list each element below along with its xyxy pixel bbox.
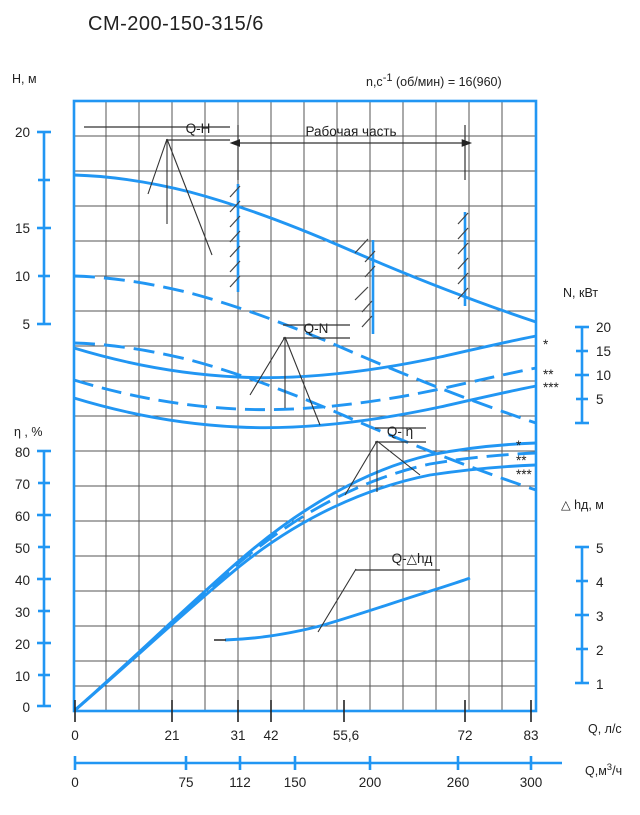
qh-label: Q-H (186, 121, 211, 136)
svg-text:72: 72 (457, 728, 472, 743)
svg-text:42: 42 (263, 728, 278, 743)
qnpsh-curve (224, 576, 471, 642)
svg-text:***: *** (516, 467, 533, 482)
qeta-annotation: Q- η (344, 424, 426, 496)
x-axis-m3h-labels: 0 75 112 150 200 260 300 (71, 775, 542, 790)
qeta-label: Q- η (387, 424, 413, 439)
svg-text:112: 112 (229, 775, 251, 790)
svg-text:10: 10 (15, 669, 30, 684)
svg-text:70: 70 (15, 477, 30, 492)
speed-suffix: (об/мин) = 16(960) (395, 75, 502, 90)
axis-title-head: H, м (12, 72, 37, 86)
svg-text:40: 40 (15, 573, 30, 588)
svg-text:0: 0 (71, 775, 79, 790)
svg-text:60: 60 (15, 509, 30, 524)
svg-text:2: 2 (596, 643, 604, 658)
x-axis-ls-ticks (74, 700, 532, 722)
svg-text:20: 20 (596, 320, 611, 335)
qh-curve-star3 (73, 341, 537, 492)
qn-label: Q-N (304, 321, 329, 336)
svg-text:1: 1 (596, 677, 604, 692)
grid-horizontal (74, 135, 536, 687)
svg-text:300: 300 (520, 775, 543, 790)
speed-superscript: -1 (382, 72, 393, 84)
head-tick-labels: 20 15 10 5 (15, 125, 30, 332)
npsh-tick-labels: 5 4 3 2 1 (596, 541, 604, 692)
svg-text:*: * (543, 337, 549, 352)
svg-text:150: 150 (284, 775, 307, 790)
x-axis-m3h-bar (73, 756, 562, 770)
svg-text:200: 200 (359, 775, 382, 790)
head-scale-bar (37, 130, 51, 326)
power-curve-star-markers: * ** *** (543, 337, 560, 395)
svg-text:83: 83 (523, 728, 538, 743)
npsh-scale-bar (575, 545, 589, 685)
svg-text:5: 5 (22, 317, 30, 332)
working-range-indicator: Рабочая часть (229, 124, 473, 180)
qeta-curve-star1 (73, 441, 537, 713)
speed-prefix: n,c (366, 75, 383, 90)
svg-text:20: 20 (15, 125, 30, 140)
svg-text:21: 21 (164, 728, 179, 743)
svg-text:*: * (516, 438, 522, 453)
svg-text:4: 4 (596, 575, 604, 590)
qh-annotation: Q-H (84, 121, 230, 256)
svg-text:20: 20 (15, 637, 30, 652)
svg-text:15: 15 (15, 221, 30, 236)
qn-annotation: Q-N (249, 321, 350, 426)
svg-text:30: 30 (15, 605, 30, 620)
qh-curve-star2 (73, 274, 537, 425)
rotation-speed-note: n,c-1 (об/мин) = 16(960) (366, 72, 502, 89)
qeta-curve-star3 (73, 463, 537, 713)
svg-text:0: 0 (22, 700, 30, 715)
svg-text:15: 15 (596, 344, 611, 359)
qeta-curve-star2 (73, 451, 537, 713)
axis-title-flow-m3h: Q,м3/ч (585, 762, 622, 778)
svg-text:10: 10 (15, 269, 30, 284)
svg-text:***: *** (543, 380, 560, 395)
efficiency-tick-labels: 80 70 60 50 40 30 20 10 0 (15, 445, 30, 715)
svg-text:5: 5 (596, 541, 604, 556)
svg-text:3: 3 (596, 609, 604, 624)
qh-limit-markers (229, 184, 469, 334)
svg-text:75: 75 (178, 775, 193, 790)
svg-text:260: 260 (447, 775, 470, 790)
svg-text:5: 5 (596, 392, 604, 407)
axis-title-flow-ls: Q, л/с (588, 722, 622, 736)
x-axis-ls-labels: 0 21 31 42 55,6 72 83 (71, 728, 538, 743)
flow-m3h-tail: /ч (612, 764, 623, 779)
axis-title-power: N, кВт (563, 286, 599, 300)
page-title: CM-200-150-315/6 (88, 13, 264, 35)
flow-m3h-exponent: 3 (606, 762, 613, 773)
svg-text:**: ** (516, 453, 527, 468)
efficiency-scale-bar (37, 449, 51, 708)
qn-curve-star3 (73, 384, 537, 430)
qn-curve-star1 (73, 334, 537, 380)
svg-text:0: 0 (71, 728, 79, 743)
qnpsh-label: Q-△hд (392, 551, 433, 566)
working-range-label: Рабочая часть (305, 124, 396, 139)
svg-text:55,6: 55,6 (333, 728, 359, 743)
svg-text:50: 50 (15, 541, 30, 556)
qn-curves (73, 334, 537, 430)
qeta-curves (73, 441, 537, 713)
plot-border (72, 99, 538, 713)
svg-text:**: ** (543, 367, 554, 382)
qnpsh-annotation: Q-△hд (317, 551, 440, 633)
efficiency-curve-star-markers: * ** *** (516, 438, 533, 482)
svg-text:10: 10 (596, 368, 611, 383)
axis-title-efficiency: η , % (14, 425, 43, 439)
axis-title-npsh: △ hд, м (561, 498, 604, 512)
qn-curve-star2 (73, 366, 537, 412)
power-scale-bar (575, 325, 589, 425)
power-tick-labels: 20 15 10 5 (596, 320, 611, 407)
svg-text:31: 31 (230, 728, 245, 743)
svg-text:80: 80 (15, 445, 30, 460)
qh-curves (73, 173, 537, 492)
flow-m3h-head: Q,м (585, 764, 607, 779)
qh-curve-star1 (73, 173, 537, 324)
